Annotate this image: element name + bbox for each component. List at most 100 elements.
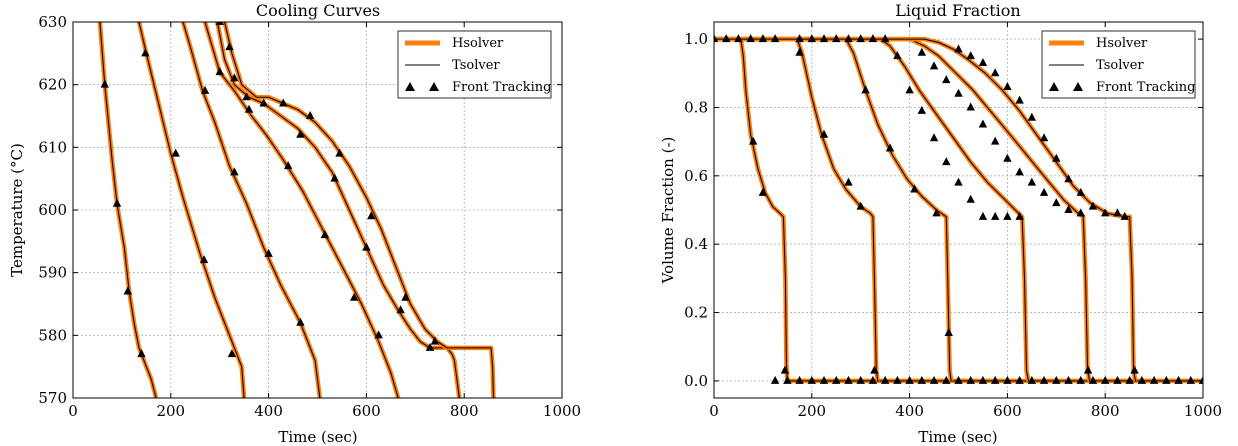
front-tracking-marker bbox=[1052, 198, 1061, 207]
front-tracking-marker bbox=[978, 58, 988, 67]
tsolver-line-5 bbox=[216, 22, 460, 398]
front-tracking-marker bbox=[1003, 153, 1012, 162]
tsolver-line-6 bbox=[714, 38, 1136, 381]
front-tracking-marker bbox=[1015, 95, 1024, 104]
front-tracking-marker bbox=[942, 157, 951, 166]
front-tracking-marker bbox=[330, 173, 339, 182]
front-tracking-marker bbox=[100, 79, 109, 88]
x-axis-label: Time (sec) bbox=[278, 428, 357, 446]
front-tracking-marker bbox=[844, 375, 853, 384]
front-tracking-marker bbox=[990, 211, 1000, 220]
front-tracking-marker bbox=[244, 104, 254, 113]
front-tracking-marker bbox=[978, 211, 988, 220]
front-tracking-marker bbox=[1198, 375, 1203, 384]
front-tracking-marker bbox=[942, 375, 951, 384]
front-tracking-marker bbox=[722, 34, 731, 43]
front-tracking-marker bbox=[1174, 375, 1183, 384]
front-tracking-marker bbox=[279, 98, 288, 107]
front-tracking-marker bbox=[1015, 375, 1024, 384]
front-tracking-marker bbox=[929, 375, 939, 384]
front-tracking-marker bbox=[942, 75, 951, 84]
tsolver-line-1 bbox=[714, 38, 1203, 382]
front-tracking-marker bbox=[401, 292, 410, 301]
front-tracking-marker bbox=[349, 292, 359, 301]
front-tracking-marker bbox=[819, 34, 829, 43]
front-tracking-marker bbox=[844, 177, 853, 186]
legend-marker-icon bbox=[405, 82, 415, 91]
legend-front-tracking-label: Front Tracking bbox=[1096, 80, 1195, 95]
y-tick-label: 580 bbox=[38, 326, 67, 344]
front-tracking-marker bbox=[1039, 133, 1049, 142]
front-tracking-marker bbox=[905, 375, 914, 384]
y-axis-label: Volume Fraction (-) bbox=[659, 137, 677, 285]
chart-title: Liquid Fraction bbox=[895, 1, 1020, 20]
front-tracking-marker bbox=[856, 34, 865, 43]
front-tracking-marker bbox=[225, 42, 234, 51]
front-tracking-marker bbox=[296, 317, 305, 326]
x-tick-label: 600 bbox=[993, 402, 1022, 420]
front-tracking-marker bbox=[1101, 375, 1110, 384]
front-tracking-marker bbox=[929, 133, 939, 142]
front-tracking-marker bbox=[910, 184, 919, 193]
front-tracking-marker bbox=[1003, 211, 1012, 220]
chart-title: Cooling Curves bbox=[256, 1, 380, 20]
front-tracking-marker bbox=[1120, 211, 1129, 220]
legend-hsolver-label: Hsolver bbox=[1096, 36, 1148, 51]
x-axis-label: Time (sec) bbox=[918, 428, 997, 446]
front-tracking-marker bbox=[770, 34, 780, 43]
x-tick-label: 400 bbox=[254, 402, 283, 420]
front-tracking-marker bbox=[367, 211, 376, 220]
front-tracking-marker bbox=[1101, 208, 1110, 217]
x-tick-label: 800 bbox=[1091, 402, 1120, 420]
tsolver-line-2 bbox=[714, 38, 879, 381]
front-tracking-marker bbox=[978, 119, 988, 128]
front-tracking-marker bbox=[819, 375, 829, 384]
x-tick-label: 1000 bbox=[1184, 402, 1222, 420]
front-tracking-marker bbox=[264, 248, 273, 257]
front-tracking-marker bbox=[1039, 375, 1049, 384]
front-tracking-marker bbox=[1186, 375, 1195, 384]
front-tracking-marker bbox=[227, 349, 237, 358]
front-tracking-marker bbox=[880, 34, 890, 43]
y-tick-label: 600 bbox=[38, 201, 67, 219]
x-tick-label: 200 bbox=[797, 402, 826, 420]
front-tracking-marker bbox=[748, 136, 758, 145]
front-tracking-marker bbox=[1125, 375, 1134, 384]
front-tracking-marker bbox=[783, 375, 792, 384]
tsolver-line-4 bbox=[714, 38, 1029, 381]
front-tracking-marker bbox=[335, 148, 344, 157]
y-tick-label: 590 bbox=[38, 264, 67, 282]
front-tracking-marker bbox=[944, 328, 953, 337]
front-tracking-marker bbox=[1130, 365, 1139, 374]
front-tracking-marker bbox=[807, 375, 816, 384]
front-tracking-marker bbox=[1137, 375, 1147, 384]
front-tracking-marker bbox=[780, 365, 790, 374]
x-tick-label: 800 bbox=[450, 402, 479, 420]
front-tracking-marker bbox=[374, 330, 383, 339]
front-tracking-marker bbox=[430, 336, 440, 345]
legend: Hsolver Tsolver Front Tracking bbox=[397, 30, 551, 99]
front-tracking-marker bbox=[1039, 187, 1049, 196]
tsolver-line-1 bbox=[99, 22, 157, 398]
tsolver-line-4 bbox=[204, 22, 399, 398]
legend-hsolver-label: Hsolver bbox=[452, 36, 504, 51]
front-tracking-marker bbox=[1076, 187, 1085, 196]
front-tracking-marker bbox=[200, 85, 210, 94]
x-tick-label: 0 bbox=[709, 402, 719, 420]
front-tracking-marker bbox=[893, 375, 902, 384]
front-tracking-marker bbox=[230, 167, 239, 176]
front-tracking-marker bbox=[1015, 211, 1024, 220]
front-tracking-marker bbox=[1064, 174, 1073, 183]
front-tracking-marker bbox=[832, 375, 841, 384]
y-tick-label: 630 bbox=[38, 13, 67, 31]
front-tracking-marker bbox=[1027, 375, 1037, 384]
front-tracking-marker bbox=[230, 73, 239, 82]
front-tracking-marker bbox=[215, 22, 224, 25]
plot-area bbox=[714, 34, 1203, 384]
plot-area bbox=[97, 22, 496, 398]
liquid-fraction-panel: Liquid Fraction Time (sec) Volume Fracti… bbox=[659, 1, 1222, 446]
front-tracking-marker bbox=[1083, 365, 1093, 374]
legend-marker-icon bbox=[429, 82, 439, 91]
y-tick-label: 570 bbox=[38, 389, 67, 407]
